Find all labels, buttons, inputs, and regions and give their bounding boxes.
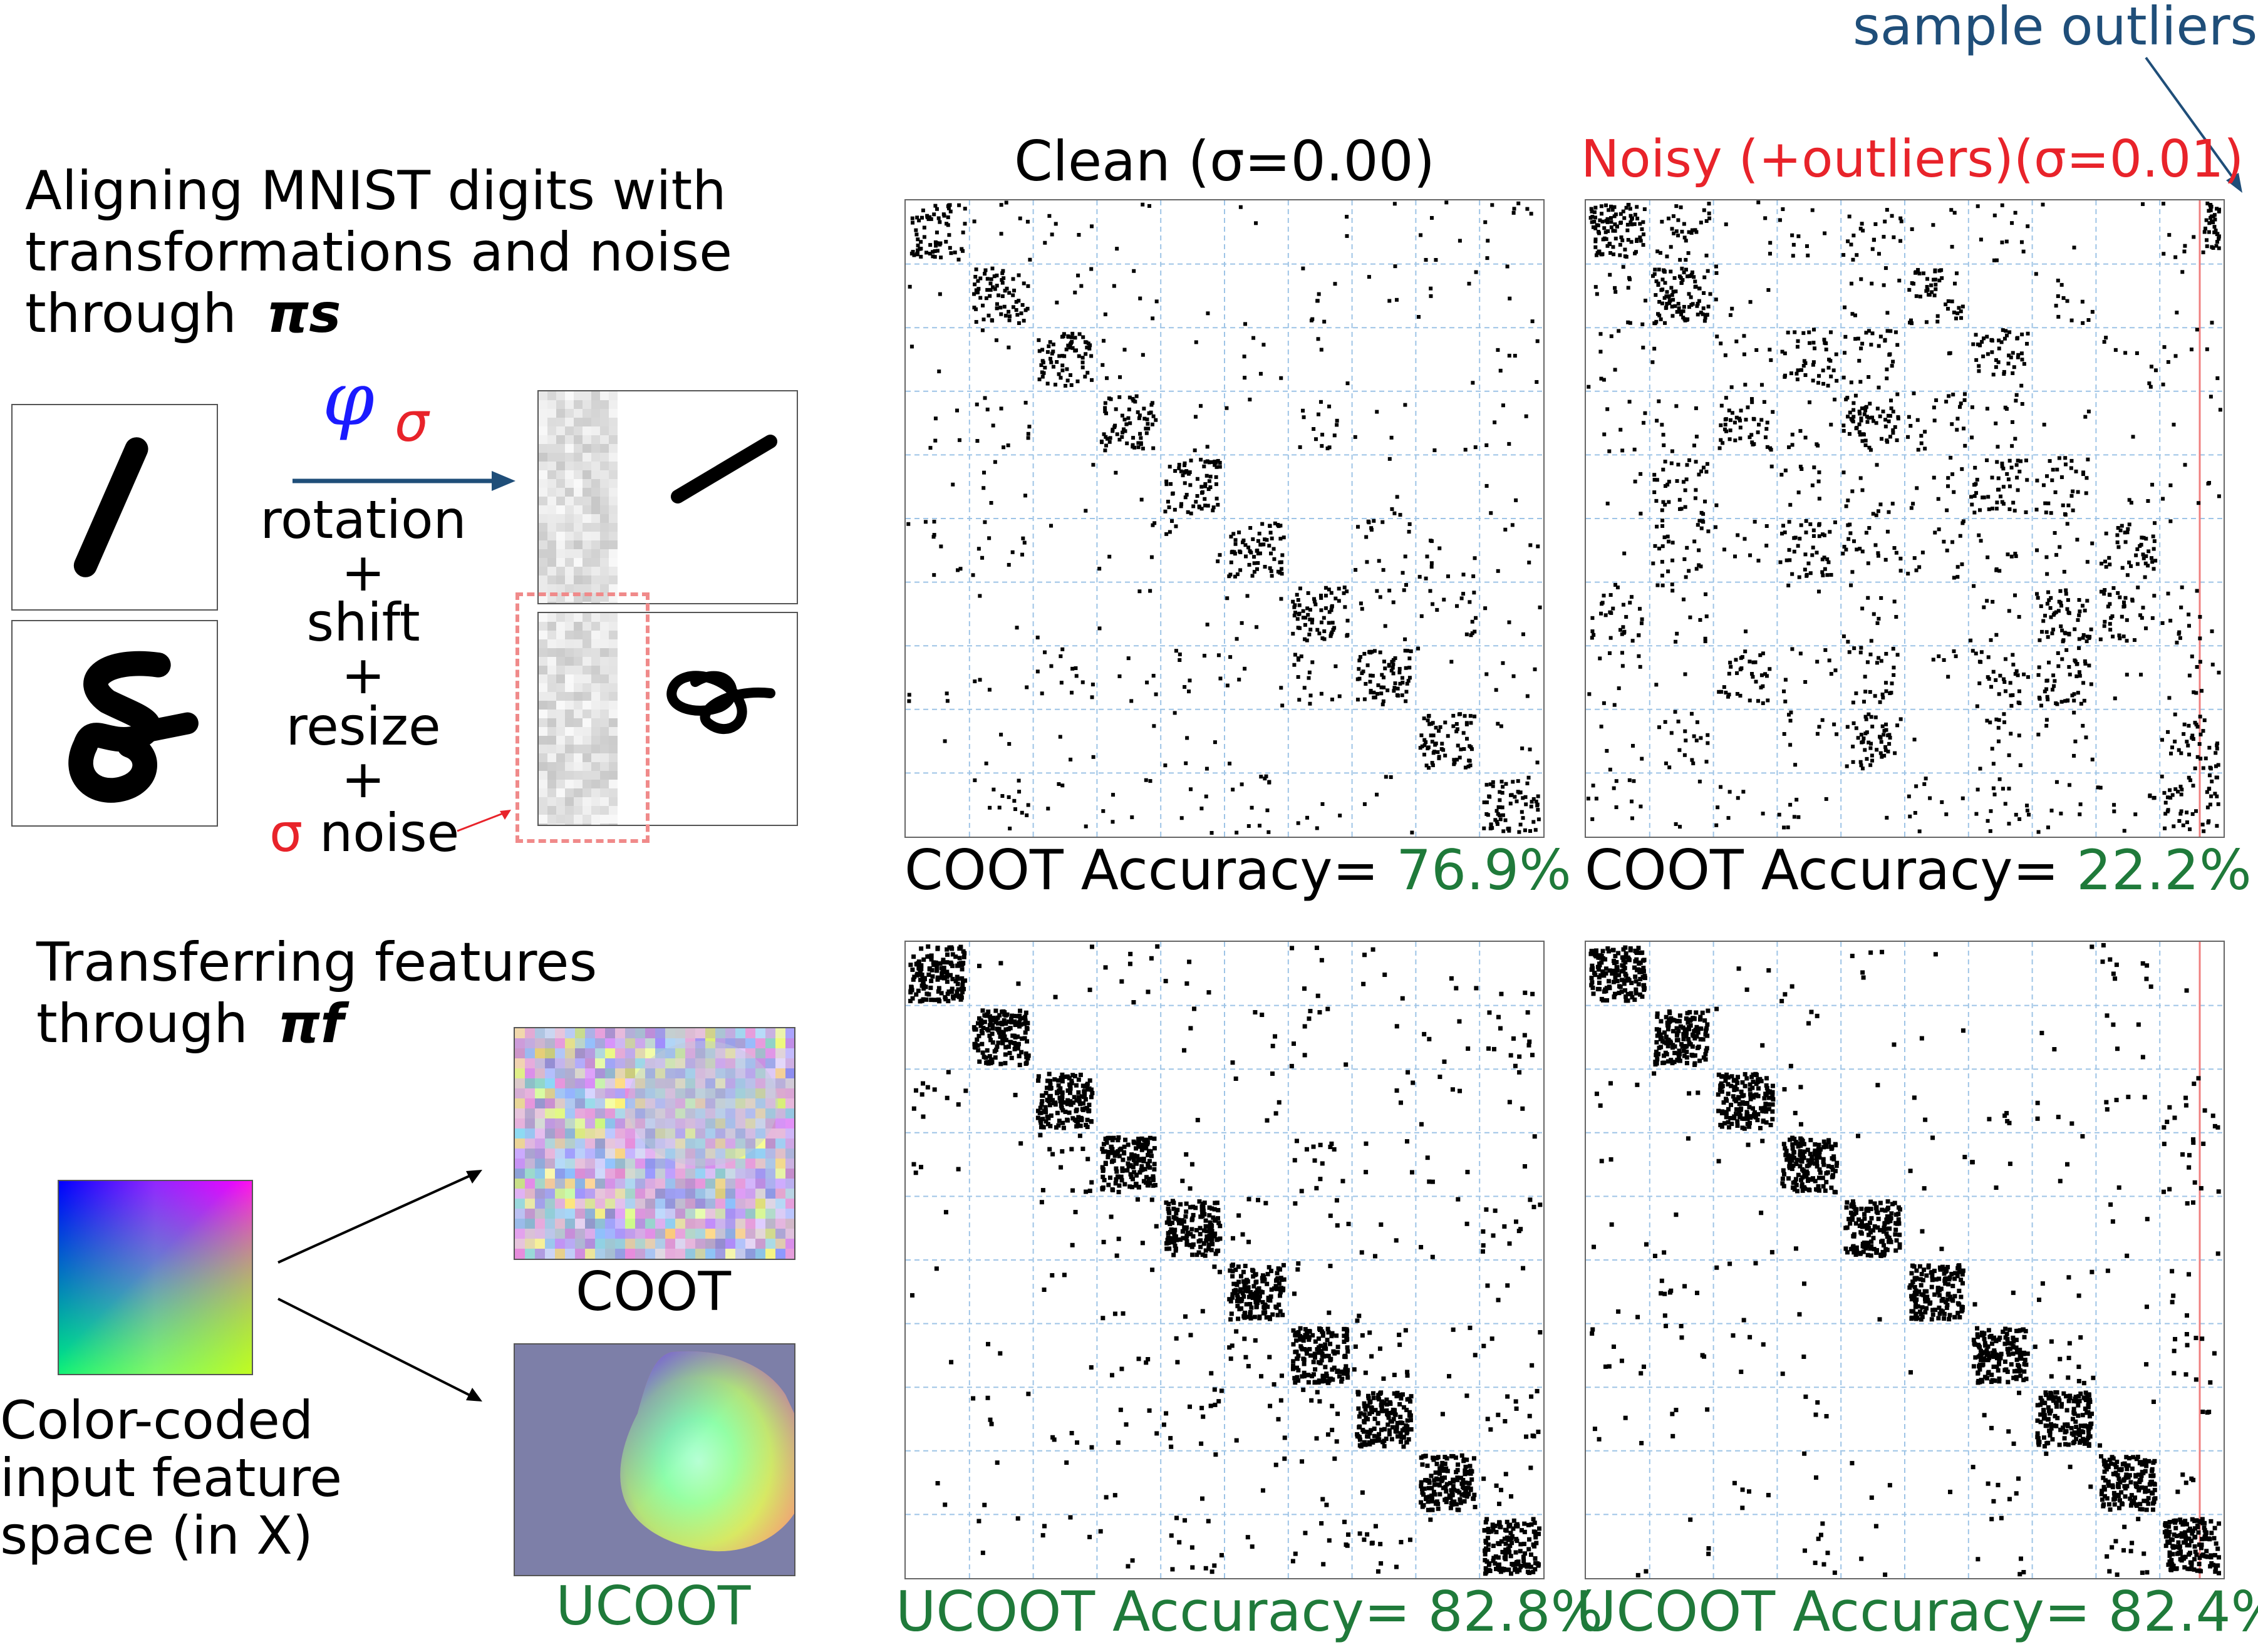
digit-one-transformed-drawing [539, 391, 777, 603]
phi-sigma-subscript: σ [395, 391, 429, 454]
digit-one-transformed [537, 390, 798, 604]
color-space-caption-2: input feature [0, 1447, 343, 1509]
step-rotation: rotation [260, 489, 467, 550]
transform-arrow [293, 471, 515, 491]
digit-eight-transformed-drawing [539, 613, 775, 825]
transfer-arrows [277, 1170, 482, 1402]
ucoot-clean-accuracy-prefix: UCOOT Accuracy= [896, 1579, 1428, 1644]
step-resize: resize [286, 696, 441, 757]
coot-clean-accuracy-value: 76.9% [1396, 838, 1572, 902]
digit-one-original-drawing [73, 437, 148, 577]
noise-region-highlight [515, 592, 650, 843]
ucoot-transfer-drawing [620, 1351, 794, 1552]
outlier-annotation: sample outliers [1853, 0, 2258, 57]
coot-noisy-accuracy-value: 22.2% [2076, 838, 2252, 902]
heading-line-2: transformations and noise [25, 221, 733, 284]
heading-line-1: Aligning MNIST digits with [25, 160, 727, 222]
coot-noisy-accuracy-prefix: COOT Accuracy= [1585, 838, 2077, 902]
step-plus-2: + [341, 644, 386, 706]
coot-caption: COOT [576, 1261, 731, 1323]
transfer-heading-line-2: through πf [36, 997, 344, 1051]
transfer-pi-label: πf [277, 993, 344, 1055]
color-space-caption-3: space (in X) [0, 1505, 313, 1566]
step-plus-1: + [341, 542, 386, 603]
ucoot-caption: UCOOT [556, 1575, 751, 1638]
noise-label: noise [303, 802, 460, 864]
ucoot-clean-accuracy-value: 82.8% [1427, 1579, 1603, 1644]
step-shift: shift [306, 592, 420, 653]
ucoot-noisy-accuracy-value: 82.4% [2108, 1579, 2258, 1644]
col-title-clean: Clean (σ=0.00) [1014, 129, 1435, 194]
matrix-ucoot-noisy [1585, 941, 2225, 1579]
color-feature-space [58, 1180, 253, 1375]
step-noise: σ noise [269, 807, 459, 859]
ucoot-transfer-image [514, 1343, 795, 1576]
digit-one-original [11, 404, 218, 611]
matrix-ucoot-clean [904, 941, 1545, 1579]
step-plus-3: + [341, 748, 386, 810]
digit-eight-transformed [537, 612, 798, 826]
matrix-coot-clean [904, 199, 1545, 838]
ucoot-clean-accuracy: UCOOT Accuracy= 82.8% [896, 1584, 1603, 1639]
coot-transfer-image [514, 1027, 795, 1260]
coot-noisy-accuracy: COOT Accuracy= 22.2% [1585, 843, 2252, 898]
transfer-heading-line-1: Transferring features [36, 931, 598, 994]
matrix-coot-noisy [1585, 199, 2225, 838]
coot-transfer-mosaic [515, 1028, 794, 1259]
heading-pi-label: πs [266, 282, 341, 345]
heading-through: through [25, 282, 254, 345]
col-title-noisy: Noisy (+outliers)(σ=0.01) [1581, 130, 2244, 189]
noise-pointer-arrow [457, 810, 511, 832]
digit-eight-original [11, 620, 218, 827]
digit-eight-original-drawing [68, 651, 199, 803]
coot-clean-accuracy-prefix: COOT Accuracy= [904, 838, 1397, 902]
noise-sigma: σ [269, 802, 303, 864]
outlier-annotation-arrow [2145, 56, 2242, 193]
ucoot-noisy-accuracy-prefix: UCOOT Accuracy= [1576, 1579, 2108, 1644]
coot-clean-accuracy: COOT Accuracy= 76.9% [904, 843, 1572, 898]
ucoot-noisy-accuracy: UCOOT Accuracy= 82.4% [1576, 1584, 2258, 1639]
heading-line-3: through πs [25, 287, 341, 341]
color-space-caption-1: Color-coded [0, 1390, 314, 1451]
phi-symbol: φ [323, 356, 375, 442]
transfer-through: through [36, 993, 266, 1055]
